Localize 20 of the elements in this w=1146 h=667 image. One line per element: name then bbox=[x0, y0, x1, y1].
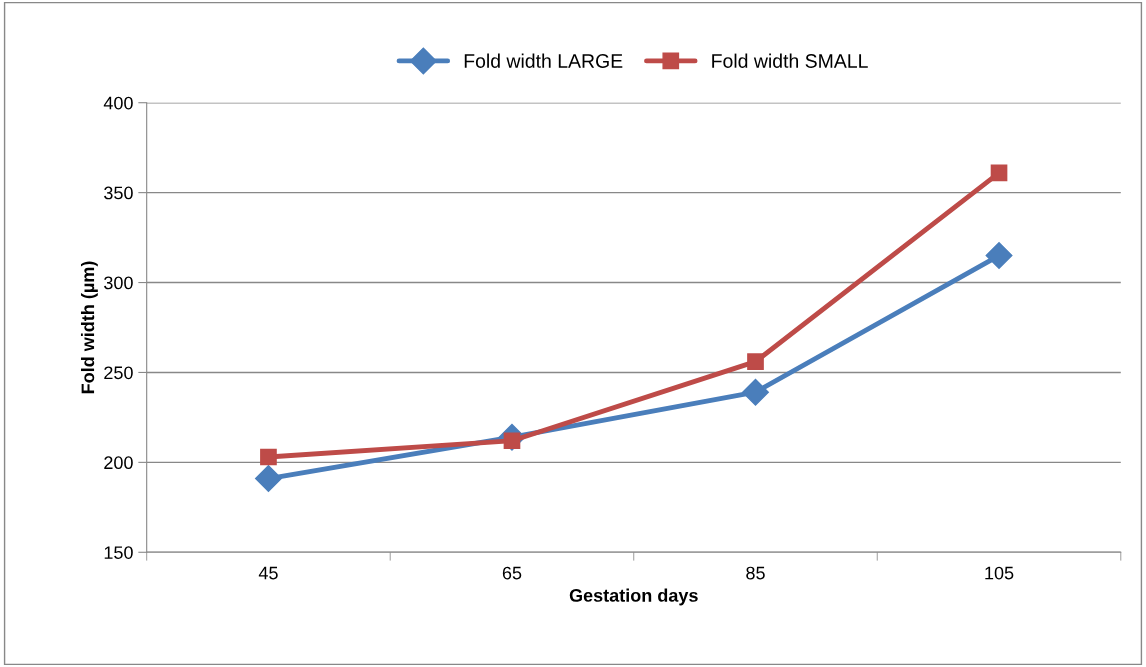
y-tick-label: 300 bbox=[104, 276, 133, 290]
x-axis-title: Gestation days bbox=[569, 588, 698, 606]
legend-label: Fold width LARGE bbox=[464, 53, 623, 68]
point bbox=[747, 353, 764, 370]
point bbox=[985, 242, 1013, 270]
y-axis-title: Fold width (µm) bbox=[80, 261, 98, 394]
point bbox=[254, 465, 282, 493]
point bbox=[742, 378, 769, 406]
legend-label: Fold width SMALL bbox=[712, 53, 868, 68]
y-tick-label: 250 bbox=[104, 366, 133, 380]
y-tick-label: 150 bbox=[104, 546, 133, 559]
x-tick-label: 45 bbox=[258, 566, 278, 580]
x-tick-label: 65 bbox=[502, 566, 522, 580]
y-tick-label: 200 bbox=[104, 456, 133, 470]
point bbox=[260, 448, 277, 466]
x-tick-label: 85 bbox=[746, 566, 765, 580]
y-tick-label: 350 bbox=[104, 186, 133, 200]
point bbox=[990, 164, 1008, 182]
x-tick-label: 105 bbox=[985, 566, 1014, 580]
y-tick-label: 400 bbox=[103, 96, 133, 110]
